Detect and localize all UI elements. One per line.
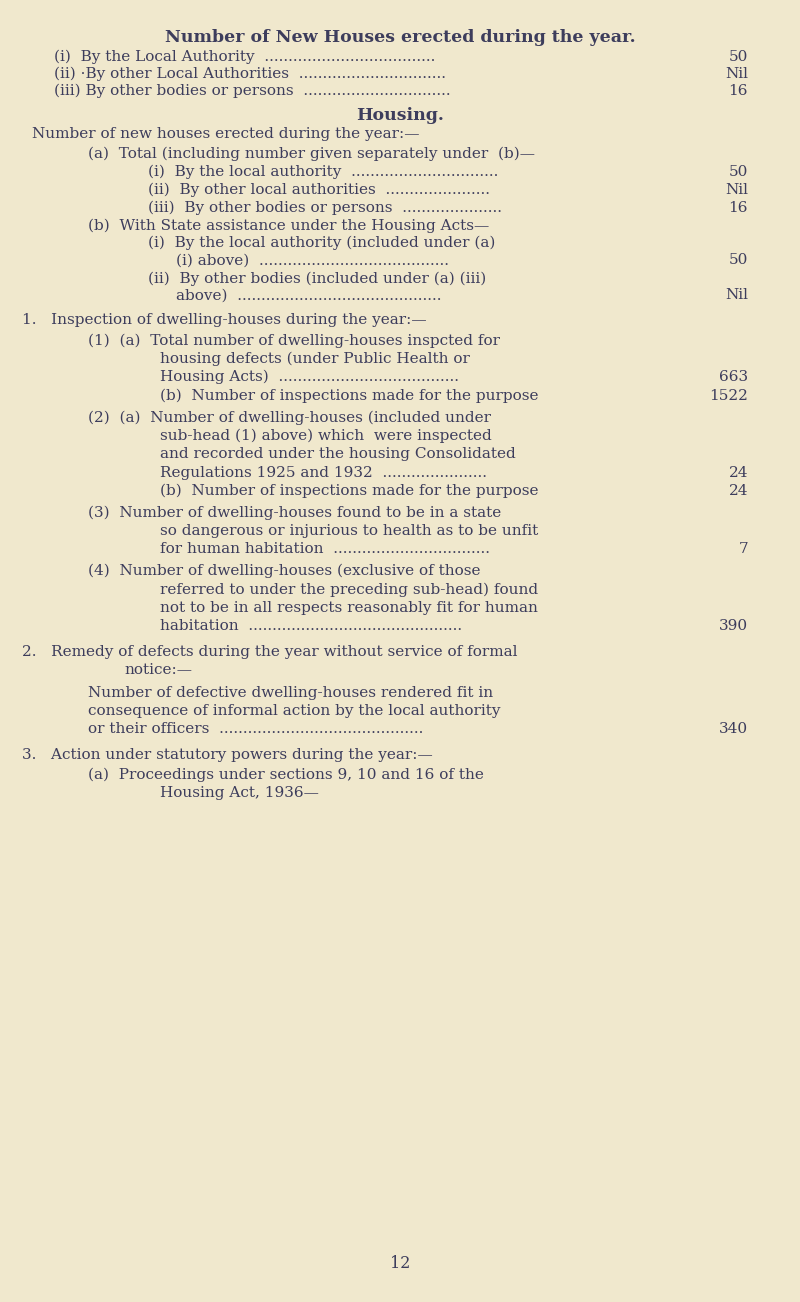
Text: (3)  Number of dwelling-houses found to be in a state: (3) Number of dwelling-houses found to b… — [88, 505, 502, 519]
Text: (ii)  By other bodies (included under (a) (iii): (ii) By other bodies (included under (a)… — [148, 271, 486, 285]
Text: 16: 16 — [729, 202, 748, 215]
Text: and recorded under the housing Consolidated: and recorded under the housing Consolida… — [160, 448, 516, 461]
Text: consequence of informal action by the local authority: consequence of informal action by the lo… — [88, 704, 501, 717]
Text: (ii)  By other local authorities  ......................: (ii) By other local authorities ........… — [148, 182, 490, 197]
Text: Housing.: Housing. — [356, 107, 444, 124]
Text: referred to under the preceding sub-head) found: referred to under the preceding sub-head… — [160, 582, 538, 596]
Text: 16: 16 — [729, 85, 748, 98]
Text: (b)  With State assistance under the Housing Acts—: (b) With State assistance under the Hous… — [88, 219, 490, 233]
Text: Nil: Nil — [725, 184, 748, 197]
Text: Regulations 1925 and 1932  ......................: Regulations 1925 and 1932 ..............… — [160, 466, 487, 479]
Text: (2)  (a)  Number of dwelling-houses (included under: (2) (a) Number of dwelling-houses (inclu… — [88, 410, 491, 424]
Text: 50: 50 — [729, 254, 748, 267]
Text: (b)  Number of inspections made for the purpose: (b) Number of inspections made for the p… — [160, 483, 538, 497]
Text: habitation  .............................................: habitation .............................… — [160, 620, 462, 633]
Text: Number of new houses erected during the year:—: Number of new houses erected during the … — [32, 128, 419, 141]
Text: (i)  By the Local Authority  ....................................: (i) By the Local Authority .............… — [54, 49, 436, 64]
Text: 663: 663 — [719, 371, 748, 384]
Text: 1522: 1522 — [709, 389, 748, 402]
Text: 7: 7 — [738, 543, 748, 556]
Text: or their officers  ...........................................: or their officers ......................… — [88, 723, 423, 736]
Text: so dangerous or injurious to health as to be unfit: so dangerous or injurious to health as t… — [160, 525, 538, 538]
Text: (i)  By the local authority  ...............................: (i) By the local authority .............… — [148, 164, 498, 178]
Text: for human habitation  .................................: for human habitation ...................… — [160, 543, 490, 556]
Text: (iii)  By other bodies or persons  .....................: (iii) By other bodies or persons .......… — [148, 201, 502, 215]
Text: 12: 12 — [390, 1255, 410, 1272]
Text: 390: 390 — [719, 620, 748, 633]
Text: sub-head (1) above) which  were inspected: sub-head (1) above) which were inspected — [160, 428, 492, 443]
Text: (i)  By the local authority (included under (a): (i) By the local authority (included und… — [148, 236, 495, 250]
Text: Housing Acts)  ......................................: Housing Acts) ..........................… — [160, 370, 459, 384]
Text: 24: 24 — [729, 484, 748, 497]
Text: (i) above)  ........................................: (i) above) .............................… — [176, 254, 449, 267]
Text: Nil: Nil — [725, 289, 748, 302]
Text: Number of New Houses erected during the year.: Number of New Houses erected during the … — [165, 29, 635, 46]
Text: 50: 50 — [729, 165, 748, 178]
Text: 2.   Remedy of defects during the year without service of formal: 2. Remedy of defects during the year wit… — [22, 646, 518, 659]
Text: (iii) By other bodies or persons  ...............................: (iii) By other bodies or persons .......… — [54, 83, 451, 98]
Text: not to be in all respects reasonably fit for human: not to be in all respects reasonably fit… — [160, 602, 538, 615]
Text: housing defects (under Public Health or: housing defects (under Public Health or — [160, 352, 470, 366]
Text: Number of defective dwelling-houses rendered fit in: Number of defective dwelling-houses rend… — [88, 686, 493, 699]
Text: Housing Act, 1936—: Housing Act, 1936— — [160, 786, 319, 799]
Text: (1)  (a)  Total number of dwelling-houses inspcted for: (1) (a) Total number of dwelling-houses … — [88, 333, 500, 348]
Text: (b)  Number of inspections made for the purpose: (b) Number of inspections made for the p… — [160, 388, 538, 402]
Text: (a)  Proceedings under sections 9, 10 and 16 of the: (a) Proceedings under sections 9, 10 and… — [88, 767, 484, 781]
Text: (a)  Total (including number given separately under  (b)—: (a) Total (including number given separa… — [88, 146, 535, 160]
Text: above)  ...........................................: above) .................................… — [176, 289, 442, 302]
Text: Nil: Nil — [725, 68, 748, 81]
Text: (ii) ·By other Local Authorities  ...............................: (ii) ·By other Local Authorities .......… — [54, 66, 446, 81]
Text: 3.   Action under statutory powers during the year:—: 3. Action under statutory powers during … — [22, 749, 433, 762]
Text: 24: 24 — [729, 466, 748, 479]
Text: notice:—: notice:— — [124, 664, 192, 677]
Text: 50: 50 — [729, 51, 748, 64]
Text: 340: 340 — [719, 723, 748, 736]
Text: 1.   Inspection of dwelling-houses during the year:—: 1. Inspection of dwelling-houses during … — [22, 314, 427, 327]
Text: (4)  Number of dwelling-houses (exclusive of those: (4) Number of dwelling-houses (exclusive… — [88, 564, 481, 578]
